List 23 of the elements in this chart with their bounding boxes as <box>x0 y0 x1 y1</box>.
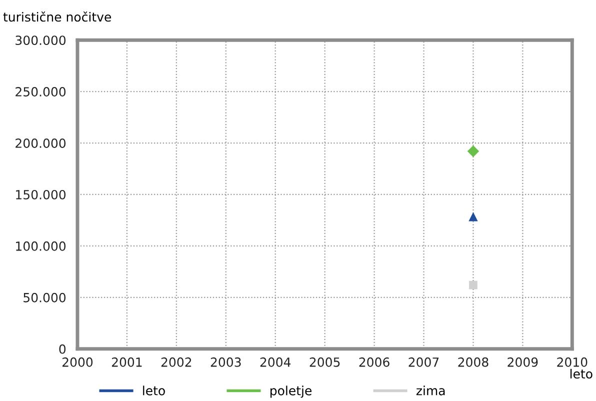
x-tick-label: 2008 <box>458 357 488 367</box>
legend-label: leto <box>143 386 165 396</box>
x-tick-label: 2000 <box>62 357 93 367</box>
x-tick-label: 2010 <box>557 357 588 367</box>
x-tick-label: 2005 <box>310 357 340 367</box>
y-tick-label: 150.000 <box>16 190 66 200</box>
y-tick-label: 250.000 <box>16 87 66 96</box>
legend-label: poletje <box>270 386 312 398</box>
x-tick-label: 2007 <box>408 357 439 367</box>
x-axis-title: leto <box>570 368 592 379</box>
y-tick-label: 50.000 <box>24 292 66 302</box>
x-tick-label: 2001 <box>112 357 142 367</box>
x-tick-label: 2006 <box>359 357 390 367</box>
x-tick-label: 2003 <box>210 357 241 367</box>
y-tick-label: 0 <box>59 344 66 354</box>
x-tick-label: 2009 <box>508 357 538 367</box>
y-tick-label: 100.000 <box>16 241 66 251</box>
x-tick-label: 2004 <box>260 357 291 367</box>
y-tick-label: 300.000 <box>16 36 66 46</box>
y-axis-title: turistične nočitve <box>3 11 111 22</box>
x-tick-label: 2002 <box>161 357 192 367</box>
y-tick-label: 200.000 <box>16 138 66 148</box>
legend-label: zima <box>416 386 445 396</box>
